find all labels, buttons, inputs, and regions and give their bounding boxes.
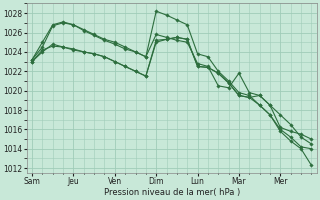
X-axis label: Pression niveau de la mer( hPa ): Pression niveau de la mer( hPa ) — [104, 188, 240, 197]
